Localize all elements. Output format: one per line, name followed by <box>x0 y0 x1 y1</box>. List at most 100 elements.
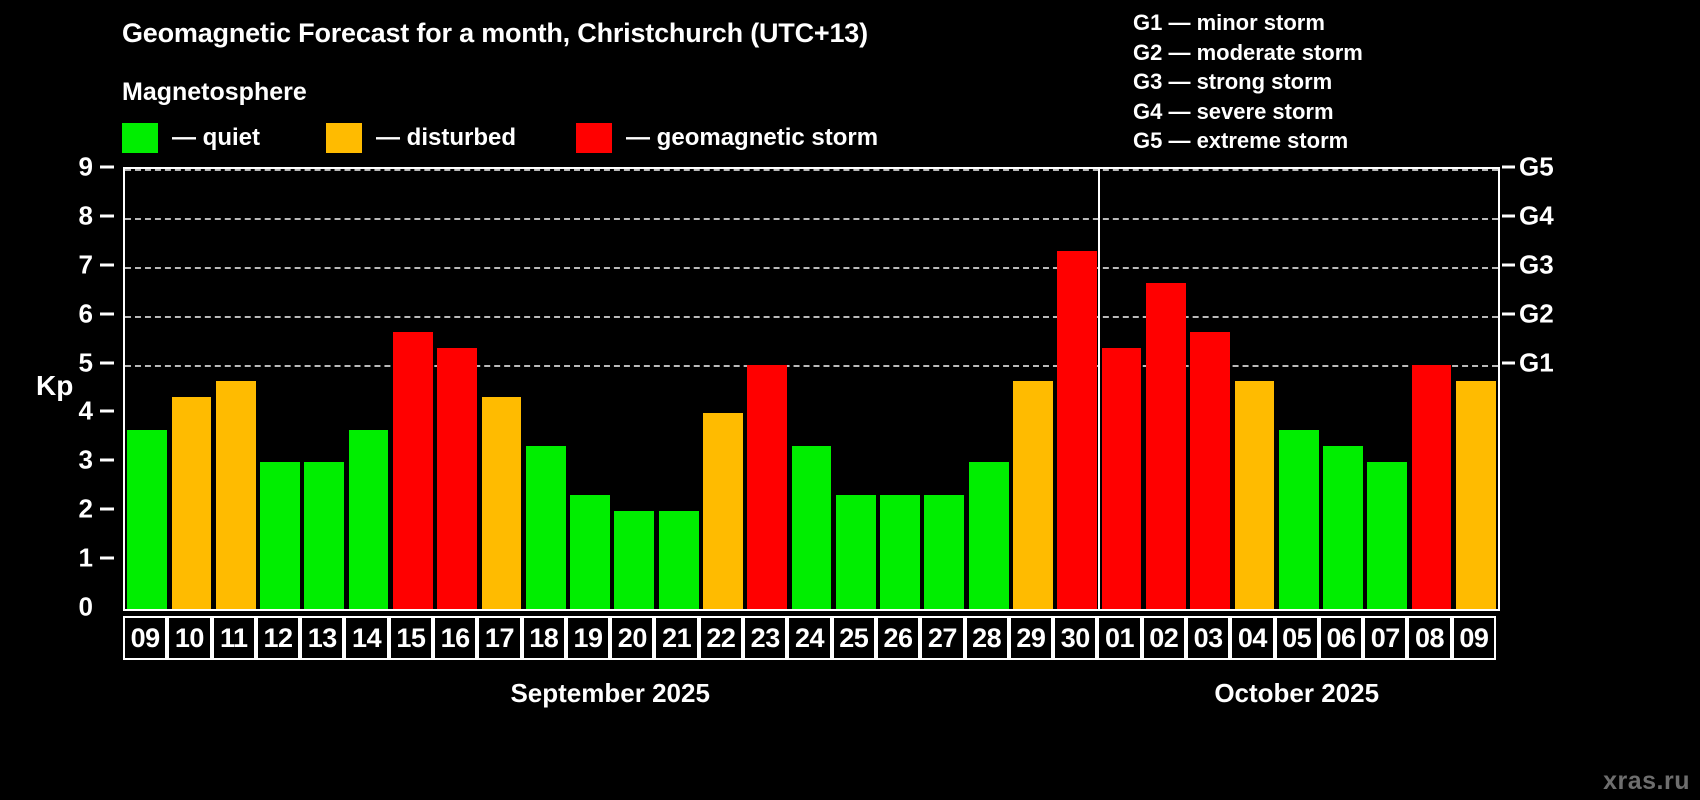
gridline-kp-7 <box>125 266 1498 269</box>
y-tick-mark-6 <box>100 312 114 316</box>
bar-day-23 <box>747 364 788 609</box>
bar-day-13 <box>304 462 345 609</box>
day-label-25: 04 <box>1230 616 1275 660</box>
day-label-5: 14 <box>344 616 389 660</box>
legend-swatch-storm-icon <box>576 123 613 153</box>
bar-day-09 <box>1455 380 1496 609</box>
month-caption-1: October 2025 <box>1214 678 1380 708</box>
gridline-kp-8 <box>125 217 1498 220</box>
g-tick-label-G5: G5 <box>1519 151 1554 182</box>
g-tick-label-G2: G2 <box>1519 298 1554 329</box>
y-tick-label-8: 8 <box>78 200 93 231</box>
day-label-27: 06 <box>1318 616 1364 660</box>
gscale-legend-line-4: G4 — severe storm <box>1133 98 1334 124</box>
bar-day-01 <box>1101 348 1142 609</box>
gridline-kp-9 <box>125 169 1498 171</box>
day-label-16: 25 <box>831 616 876 660</box>
x-axis-day-labels: 09 10 11 12 13 14 15 16 17 18 19 20 21 22 23 24 25 26 27 28… <box>123 616 1496 660</box>
y-tick-mark-3 <box>100 458 114 462</box>
day-label-11: 20 <box>610 616 655 660</box>
bar-day-02 <box>1145 282 1186 609</box>
legend-entry-quiet: — quiet <box>122 123 260 153</box>
bar-day-03 <box>1190 331 1230 609</box>
magnetosphere-legend: — quiet — disturbed — geomagnetic storm <box>122 122 878 154</box>
watermark: xras.ru <box>1603 767 1690 795</box>
day-label-7: 16 <box>433 616 478 660</box>
gscale-legend: G1 — minor storm G2 — moderate storm G3 — … <box>1133 8 1363 156</box>
y-tick-mark-5 <box>100 361 114 365</box>
legend-swatch-quiet-icon <box>122 123 158 153</box>
bar-day-27 <box>924 495 965 609</box>
bar-day-28 <box>968 462 1009 609</box>
bar-day-16 <box>437 348 478 609</box>
day-label-9: 18 <box>521 616 566 660</box>
bar-day-04 <box>1234 380 1275 609</box>
day-label-14: 23 <box>743 616 788 660</box>
y-tick-label-6: 6 <box>78 298 93 329</box>
bar-day-24 <box>791 446 832 609</box>
g-tick-mark-G2 <box>1502 312 1515 316</box>
bar-day-30 <box>1057 250 1098 609</box>
day-label-28: 07 <box>1363 616 1408 660</box>
y-tick-label-3: 3 <box>78 444 93 475</box>
bar-day-05 <box>1278 429 1319 609</box>
bar-day-22 <box>703 413 743 609</box>
legend-label-quiet: — quiet <box>172 124 260 151</box>
legend-swatch-disturbed-icon <box>326 123 362 153</box>
bar-day-26 <box>880 495 920 609</box>
y-tick-label-1: 1 <box>78 542 93 573</box>
g-tick-label-G4: G4 <box>1519 200 1554 231</box>
g-tick-mark-G5 <box>1502 165 1515 169</box>
y-axis: 0 1 2 3 4 5 6 7 8 9 <box>0 152 123 622</box>
bar-day-25 <box>835 495 876 609</box>
day-label-0: 09 <box>123 616 168 660</box>
day-label-17: 26 <box>875 616 921 660</box>
gridline-kp-5 <box>125 364 1498 367</box>
gscale-legend-line-3: G3 — strong storm <box>1133 69 1333 94</box>
month-separator-line <box>1098 169 1101 609</box>
day-label-8: 17 <box>477 616 522 660</box>
day-label-3: 12 <box>255 616 301 660</box>
bar-day-15 <box>392 331 433 609</box>
gridline-kp-6 <box>125 315 1498 318</box>
bar-day-12 <box>260 462 300 609</box>
legend-label-disturbed: — disturbed <box>376 124 517 151</box>
y-tick-mark-2 <box>100 507 114 511</box>
gscale-legend-line-1: G1 — minor storm <box>1133 10 1325 35</box>
day-label-22: 01 <box>1097 616 1142 660</box>
gscale-legend-line-2: G2 — moderate storm <box>1133 39 1363 65</box>
legend-entry-disturbed: — disturbed <box>326 123 516 153</box>
y-tick-mark-8 <box>100 214 114 218</box>
g-tick-label-G1: G1 <box>1519 347 1554 378</box>
bar-day-19 <box>570 495 610 609</box>
y-tick-label-7: 7 <box>78 249 93 280</box>
bar-day-11 <box>215 380 256 609</box>
y-tick-mark-9 <box>100 165 114 169</box>
g-tick-mark-G1 <box>1502 361 1515 365</box>
day-label-10: 19 <box>565 616 611 660</box>
day-label-1: 10 <box>167 616 212 660</box>
bar-day-18 <box>525 446 566 609</box>
day-label-30: 09 <box>1451 616 1496 660</box>
gscale-legend-line-5: G5 — extreme storm <box>1133 128 1349 153</box>
day-label-12: 21 <box>654 616 699 660</box>
day-label-26: 05 <box>1274 616 1319 660</box>
bar-day-10 <box>171 397 212 609</box>
bar-day-09 <box>127 429 168 609</box>
day-label-4: 13 <box>300 616 345 660</box>
plot-inner <box>125 169 1498 609</box>
y-tick-mark-1 <box>100 556 114 560</box>
magnetosphere-heading: Magnetosphere <box>122 78 307 106</box>
g-tick-label-G3: G3 <box>1519 249 1554 280</box>
day-label-21: 30 <box>1053 616 1098 660</box>
bar-day-29 <box>1013 380 1053 609</box>
legend-entry-storm: — geomagnetic storm <box>576 123 878 153</box>
page-title: Geomagnetic Forecast for a month, Christ… <box>122 18 868 48</box>
bar-day-21 <box>658 511 699 609</box>
bar-day-08 <box>1411 364 1452 609</box>
bar-day-14 <box>348 429 389 609</box>
day-label-24: 03 <box>1185 616 1231 660</box>
legend-label-storm: — geomagnetic storm <box>626 124 879 151</box>
y-tick-label-5: 5 <box>78 347 93 378</box>
day-label-19: 28 <box>964 616 1009 660</box>
